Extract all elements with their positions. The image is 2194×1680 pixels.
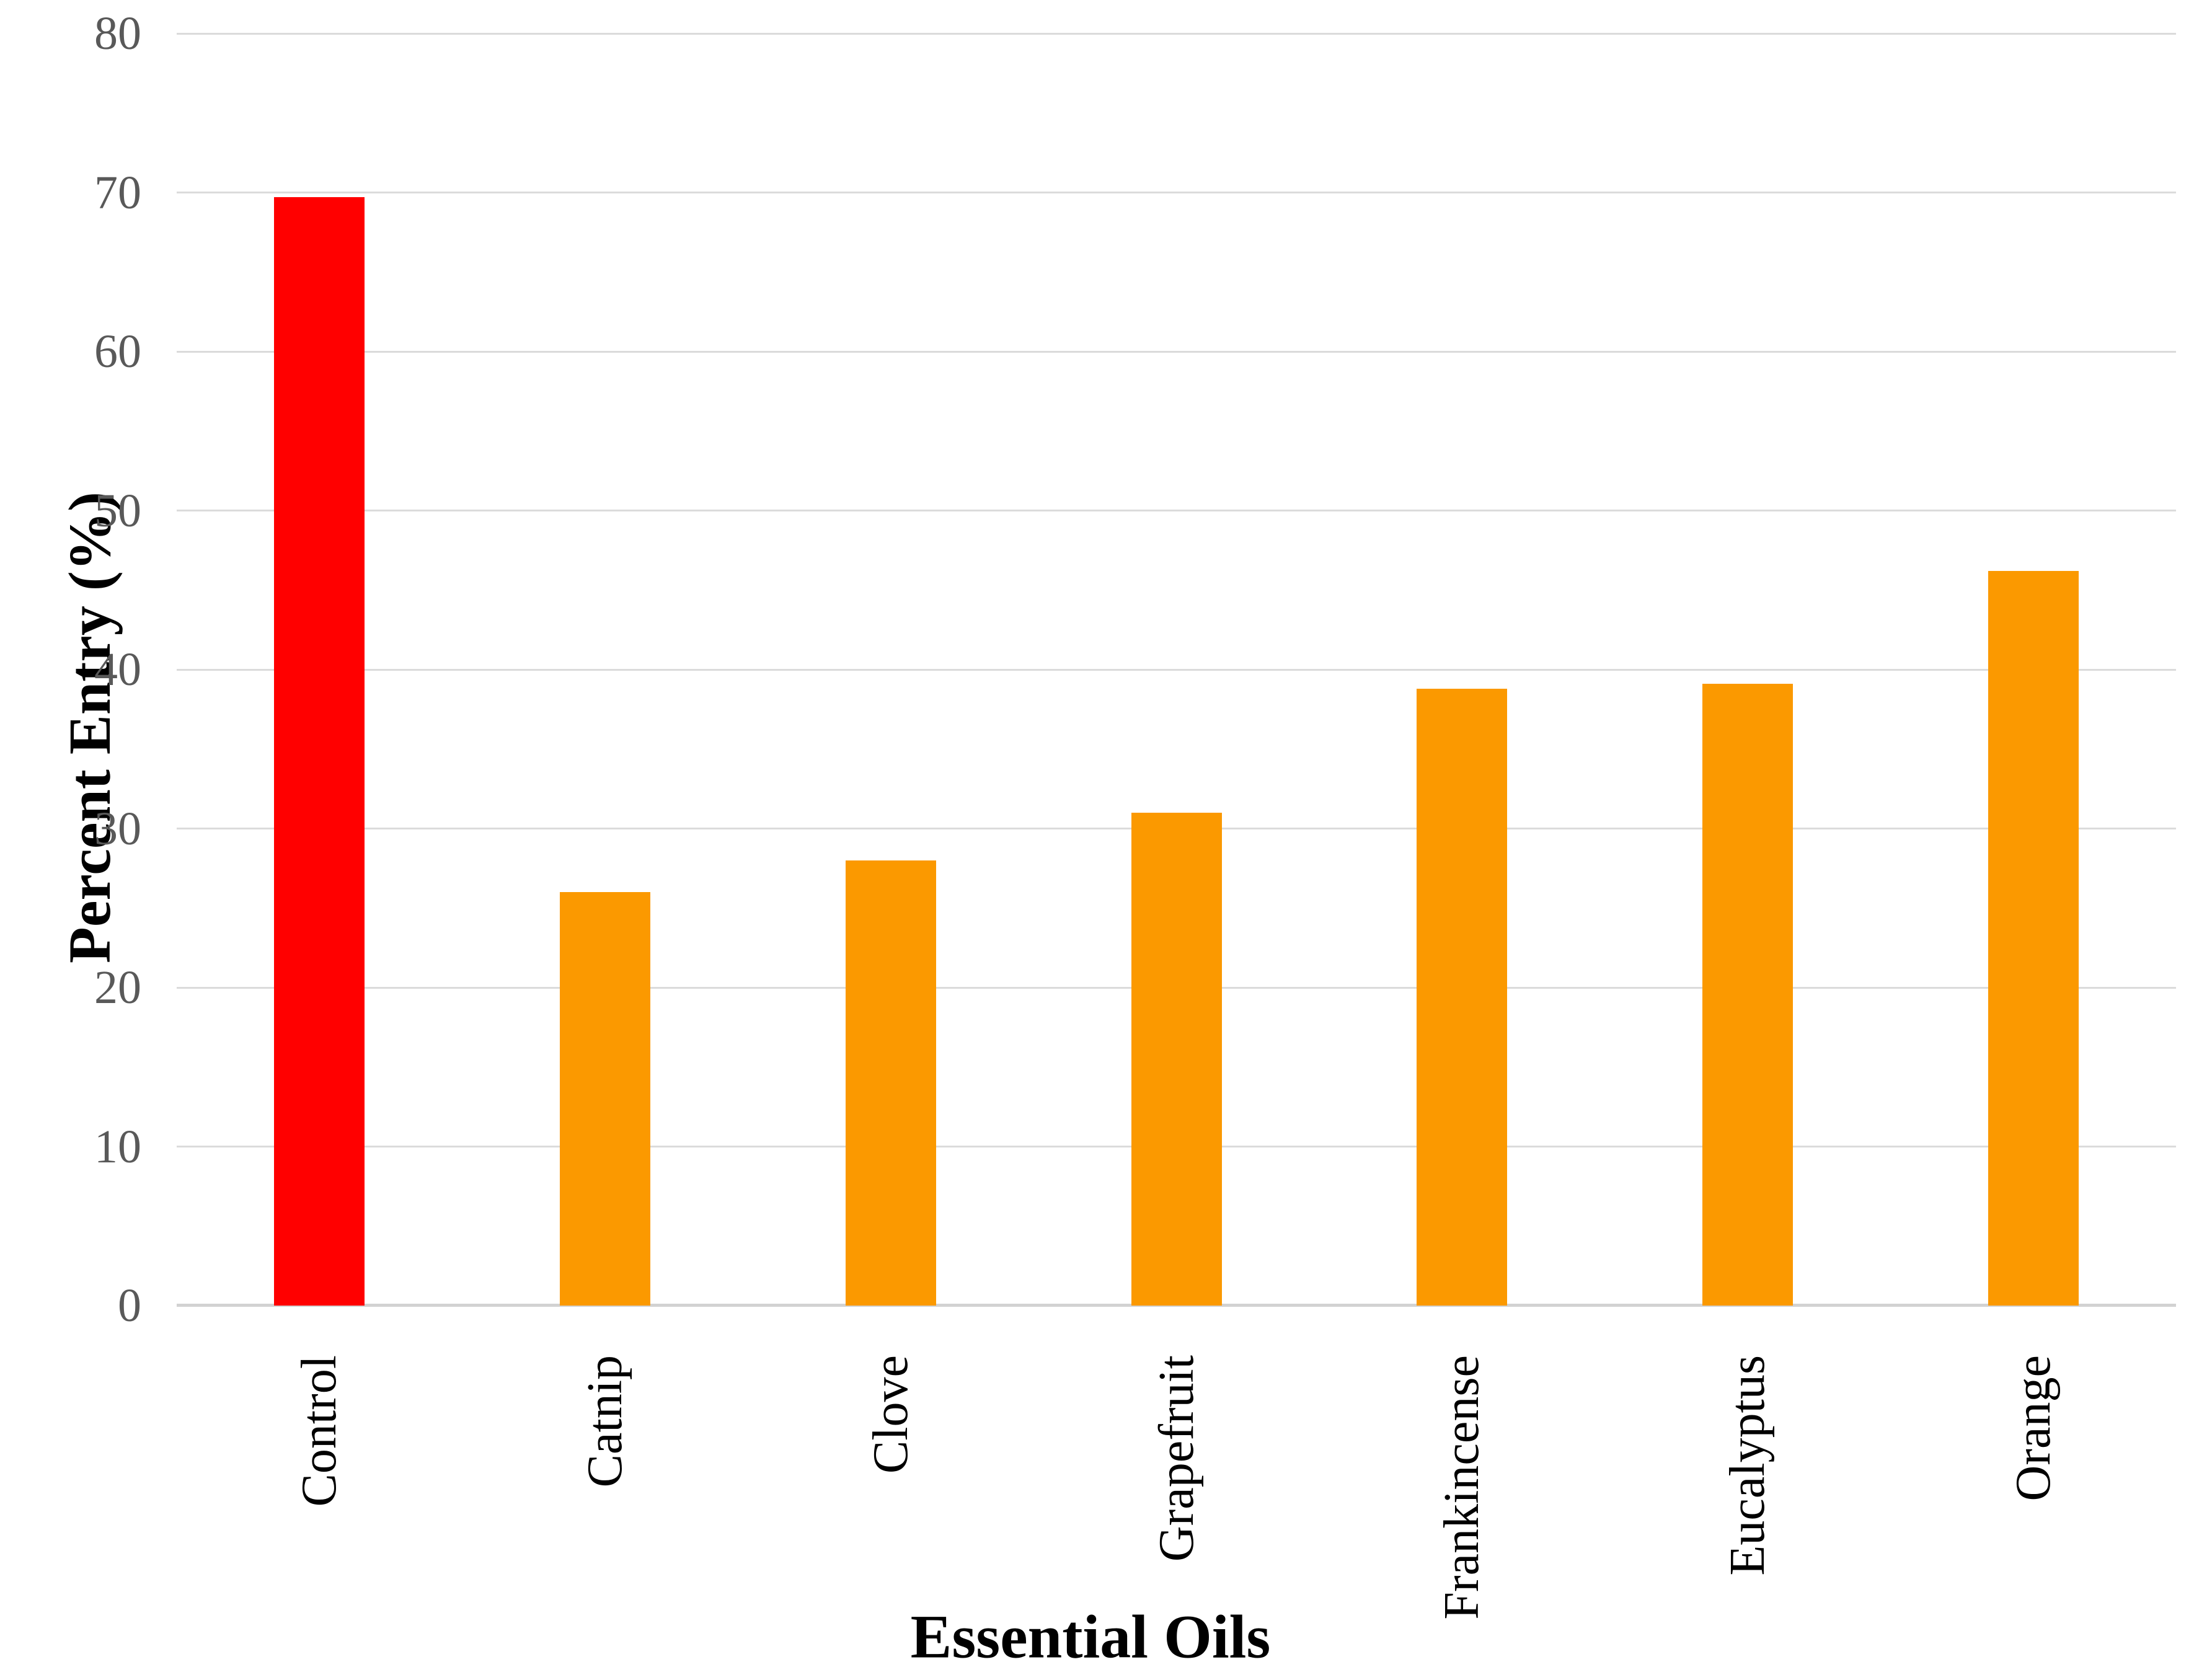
y-tick-label-30: 30 xyxy=(94,802,141,855)
y-tick-label-20: 20 xyxy=(94,962,141,1014)
x-category-label-clove: Clove xyxy=(863,1355,918,1474)
plot-area xyxy=(177,32,2176,1307)
x-category-label-frankincense: Frankincense xyxy=(1435,1355,1490,1620)
x-category-label-grapefruit: Grapefruit xyxy=(1149,1355,1204,1562)
y-tick-label-80: 80 xyxy=(94,7,141,60)
y-tick-label-50: 50 xyxy=(94,484,141,537)
y-tick-label-10: 10 xyxy=(94,1120,141,1173)
bar-control xyxy=(274,197,365,1306)
x-axis-title: Essential Oils xyxy=(910,1602,1271,1671)
gridline-80 xyxy=(177,32,2176,35)
x-category-slot-orange: Orange xyxy=(1984,1355,2083,1501)
bar-clove xyxy=(845,860,936,1306)
y-axis-title: Percent Entry (%) xyxy=(56,492,123,963)
x-category-slot-clove: Clove xyxy=(841,1355,940,1474)
bar-catnip xyxy=(560,892,651,1306)
x-category-slot-catnip: Catnip xyxy=(555,1355,655,1487)
x-category-slot-control: Control xyxy=(270,1355,369,1506)
gridline-70 xyxy=(177,192,2176,193)
bar-grapefruit xyxy=(1131,812,1222,1306)
y-tick-label-40: 40 xyxy=(94,643,141,696)
x-category-slot-grapefruit: Grapefruit xyxy=(1127,1355,1226,1562)
bar-orange xyxy=(1988,570,2079,1306)
x-category-label-eucalyptus: Eucalyptus xyxy=(1720,1355,1775,1576)
y-tick-label-70: 70 xyxy=(94,166,141,219)
x-category-label-orange: Orange xyxy=(2006,1355,2061,1501)
x-category-slot-frankincense: Frankincense xyxy=(1412,1355,1511,1620)
gridline-40 xyxy=(177,668,2176,671)
x-category-label-catnip: Catnip xyxy=(578,1355,633,1488)
y-axis-title-wrap: Percent Entry (%) xyxy=(53,492,127,966)
x-category-slot-eucalyptus: Eucalyptus xyxy=(1698,1355,1797,1575)
y-tick-label-60: 60 xyxy=(94,325,141,378)
gridline-60 xyxy=(177,350,2176,353)
bar-frankincense xyxy=(1417,688,1508,1306)
y-tick-label-0: 0 xyxy=(118,1280,141,1332)
gridline-50 xyxy=(177,510,2176,511)
x-category-label-control: Control xyxy=(292,1355,347,1507)
bar-eucalyptus xyxy=(1702,684,1793,1306)
